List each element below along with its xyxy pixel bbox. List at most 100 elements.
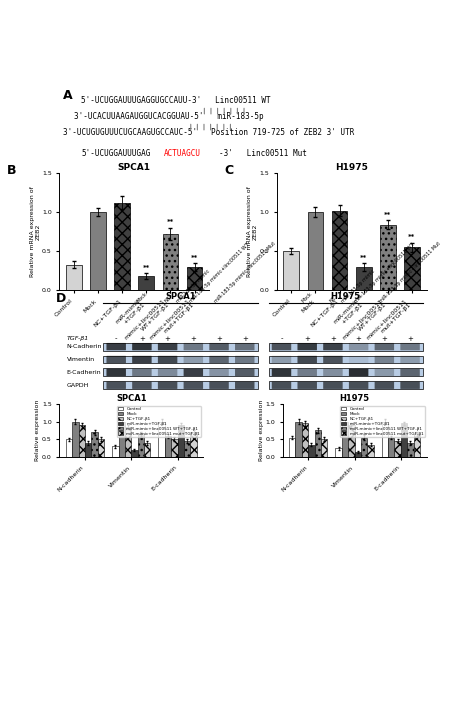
Text: +: + [242,336,248,342]
FancyBboxPatch shape [401,369,420,376]
Bar [66,265,82,290]
Text: **: ** [384,211,392,218]
FancyBboxPatch shape [323,356,343,363]
Title: SPCA1: SPCA1 [118,163,151,173]
FancyBboxPatch shape [269,368,423,376]
Text: miR-183-5p mimic: miR-183-5p mimic [175,269,211,304]
Bar [85,443,91,457]
Bar [355,452,361,457]
FancyBboxPatch shape [107,343,126,350]
Text: +: + [191,336,196,342]
FancyBboxPatch shape [210,356,229,363]
Bar [158,421,165,457]
FancyBboxPatch shape [235,356,255,363]
Text: NC: NC [164,296,172,304]
Text: **: ** [167,219,174,226]
Bar [90,212,106,290]
Bar [187,267,202,290]
Bar [407,443,414,457]
Text: -3'   Linc00511 Mut: -3' Linc00511 Mut [219,149,307,157]
Text: +: + [382,336,387,342]
FancyBboxPatch shape [349,382,368,389]
Text: +: + [356,336,362,342]
Bar [191,432,197,457]
FancyBboxPatch shape [103,368,258,376]
FancyBboxPatch shape [298,343,317,350]
FancyBboxPatch shape [269,355,423,364]
FancyBboxPatch shape [210,369,229,376]
Text: Vimentin: Vimentin [66,357,95,362]
FancyBboxPatch shape [107,382,126,389]
FancyBboxPatch shape [235,343,255,350]
Y-axis label: Relative mRNA expression of
ZEB2: Relative mRNA expression of ZEB2 [247,186,258,277]
FancyBboxPatch shape [103,343,258,351]
Text: -: - [280,336,283,342]
Text: **: ** [408,234,416,240]
FancyBboxPatch shape [298,382,317,389]
Text: 5'-UCUGGAUUUGAG: 5'-UCUGGAUUUGAG [82,149,151,157]
Bar [289,438,295,457]
Bar [178,425,184,457]
FancyBboxPatch shape [158,382,177,389]
Bar [394,441,401,457]
FancyBboxPatch shape [103,355,258,364]
Bar [125,427,131,457]
Text: Mock: Mock [301,291,313,304]
Bar [302,423,308,457]
Bar [98,439,104,457]
Bar [91,432,98,457]
Bar [131,450,137,457]
FancyBboxPatch shape [272,369,291,376]
Title: H1975: H1975 [339,394,370,403]
Text: E-Cadherin: E-Cadherin [66,370,101,375]
FancyBboxPatch shape [401,382,420,389]
Text: A: A [63,88,73,101]
FancyBboxPatch shape [272,382,291,389]
Text: D: D [55,292,66,305]
Bar [144,443,150,457]
FancyBboxPatch shape [349,343,368,350]
Bar [348,425,355,457]
Bar [295,421,302,457]
Text: ACTUAGCU: ACTUAGCU [164,149,201,157]
FancyBboxPatch shape [132,382,152,389]
Text: +: + [330,336,336,342]
Text: miR-183-5p mimic+linc00511 Mut: miR-183-5p mimic+linc00511 Mut [379,241,442,304]
Bar [79,425,85,457]
FancyBboxPatch shape [349,356,368,363]
Text: miR-183-5p mimic+linc00511 Mut: miR-183-5p mimic+linc00511 Mut [213,241,276,304]
FancyBboxPatch shape [235,382,255,389]
Bar [114,203,130,290]
Y-axis label: Relative expression: Relative expression [259,400,264,461]
FancyBboxPatch shape [323,343,343,350]
Bar [138,276,154,290]
Bar [165,436,171,457]
Text: miR-183-5p mimic+linc00511 WT: miR-183-5p mimic+linc00511 WT [353,242,415,304]
Text: +: + [139,336,145,342]
FancyBboxPatch shape [374,369,394,376]
Text: N-Cadherin: N-Cadherin [66,344,102,349]
FancyBboxPatch shape [298,356,317,363]
Text: **: ** [191,255,198,261]
Text: B: B [7,164,16,177]
Bar [137,434,144,457]
Text: +: + [304,336,310,342]
FancyBboxPatch shape [298,369,317,376]
FancyBboxPatch shape [158,369,177,376]
FancyBboxPatch shape [272,343,291,350]
Bar [163,234,178,290]
Text: 5'-UCUGGAUUUGAGGUGCCAUU-3'   Linc00511 WT: 5'-UCUGGAUUUGAGGUGCCAUU-3' Linc00511 WT [82,96,271,105]
Text: 3'-UCUGUGUUUCUGCAAGUGCCAUC-5'   Position 719-725 of ZEB2 3' UTR: 3'-UCUGUGUUUCUGCAAGUGCCAUC-5' Position 7… [63,128,354,137]
Bar [308,444,315,457]
Text: NC: NC [328,296,337,304]
Text: miR-183-5p mimic: miR-183-5p mimic [341,269,376,304]
FancyBboxPatch shape [132,343,152,350]
Text: miR-183-5p mimic+linc00511 WT: miR-183-5p mimic+linc00511 WT [188,242,250,304]
FancyBboxPatch shape [210,382,229,389]
Bar [118,421,125,457]
Bar [356,267,372,290]
Text: TGF-β1: TGF-β1 [66,336,89,342]
Bar [184,441,191,457]
Text: -: - [115,336,118,342]
Bar [171,439,178,457]
